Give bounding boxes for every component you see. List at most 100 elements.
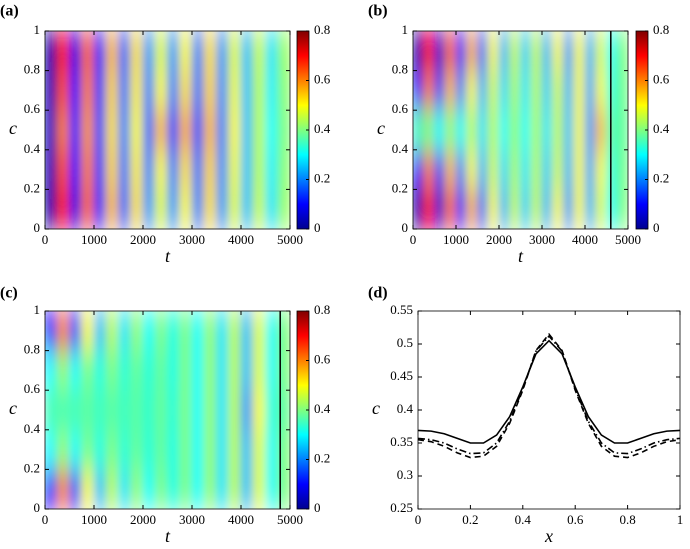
heatmap-cell [434,109,446,151]
heatmap-cell [179,468,193,509]
heatmap-cell [606,70,618,111]
heatmap-cell [466,149,478,190]
heatmap-cell [595,109,607,151]
heatmap-cell [573,188,586,229]
heatmap-cell [216,109,230,151]
heatmap-cell [154,31,168,72]
heatmap-cell [552,188,564,229]
heatmap-cell [277,429,290,470]
heatmap-cell [616,70,628,111]
heatmap-cell [552,31,564,72]
heatmap-cell [142,311,156,352]
x-tick-label: 1000 [443,232,469,247]
heatmap-cell [167,429,181,470]
heatmap-cell [154,188,168,229]
heatmap-cell [252,188,266,229]
heatmap-cell [595,188,607,229]
x-tick-label: 5000 [277,512,303,527]
heatmap-cell [105,429,119,470]
heatmap-cell [487,70,500,111]
heatmap-cell [552,70,564,111]
heatmap-cell [444,188,457,229]
heatmap-cell [509,31,521,72]
heatmap-cell [423,188,435,229]
heatmap-cells [45,31,290,229]
y-tick-label: 0.35 [390,434,413,449]
heatmap-cell [563,109,575,151]
heatmap-cell [252,468,266,509]
x-tick-label: 0.8 [619,512,635,527]
heatmap-cell [563,31,575,72]
heatmap-cell [228,350,242,391]
heatmap-cell [69,389,83,431]
heatmap-cell [56,70,70,111]
heatmap-cell [606,109,618,151]
heatmap-cell [216,70,230,111]
heatmap-cell [240,31,254,72]
heatmap-cell [69,109,83,151]
heatmap-cell [541,109,554,151]
heatmap-cell [584,70,597,111]
y-tick-label: 0.2 [24,180,40,195]
y-tick-label: 0.5 [397,335,413,350]
heatmap-cell [45,188,58,229]
heatmap-cell [563,70,575,111]
heatmap-cell [413,70,425,111]
heatmap-cell [179,149,193,190]
heatmap-cell [154,70,168,111]
heatmap-cell [240,468,254,509]
heatmap-cell [466,70,478,111]
heatmap-cell [69,350,83,391]
heatmap-cell [265,389,279,431]
heatmap-cell [130,429,144,470]
heatmap-cell [240,429,254,470]
heatmap-cell [203,70,217,111]
heatmap-cell [413,149,425,190]
y-tick-label: 0.6 [24,101,41,116]
heatmap-cell [118,31,132,72]
heatmap-cell [130,70,144,111]
heatmap-cell [45,70,58,111]
heatmap-cell [509,188,521,229]
heatmap-cell [216,468,230,509]
heatmap-cell [56,350,70,391]
x-tick-label: 5000 [615,232,641,247]
heatmap-cell [191,311,205,352]
heatmap [45,311,290,509]
heatmap-cell [179,429,193,470]
y-tick-label: 1 [34,22,41,37]
heatmap-cell [81,389,95,431]
heatmap-cell [228,429,242,470]
heatmap-cell [252,389,266,431]
heatmap-cell [477,109,489,151]
x-tick-label: 0 [410,232,417,247]
heatmap-cell [69,70,83,111]
heatmap-cell [69,311,83,352]
heatmap-cell [477,70,489,111]
heatmap-cell [277,70,290,111]
heatmap-cell [498,31,511,72]
heatmap-cell [595,31,607,72]
heatmap-cell [203,311,217,352]
heatmap-cell [191,31,205,72]
heatmap-cell [552,149,564,190]
heatmap-cell [167,350,181,391]
heatmap-cell [93,429,107,470]
heatmap-cell [105,149,119,190]
heatmap-cell [216,350,230,391]
heatmap [413,31,628,229]
heatmap-cell [118,188,132,229]
heatmap-cell [541,31,554,72]
heatmap-cell [216,149,230,190]
heatmap-cell [584,31,597,72]
colorbar-tick-label: 0.4 [314,401,331,416]
heatmap-cell [203,350,217,391]
x-axis-label: t [165,526,171,546]
heatmap-cell [444,109,457,151]
x-axis-label: t [165,246,171,266]
heatmap-cell [606,188,618,229]
heatmap-cell [105,350,119,391]
heatmap-cell [530,31,543,72]
heatmap-cell [154,149,168,190]
heatmap-cell [191,468,205,509]
